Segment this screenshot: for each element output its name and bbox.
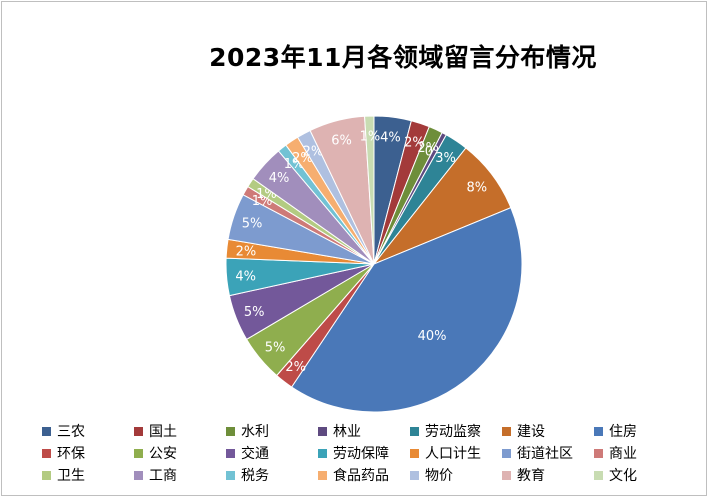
legend-item: 税务 xyxy=(226,466,318,484)
legend-swatch xyxy=(42,448,51,458)
data-label: 2% xyxy=(285,360,306,375)
legend-label: 教育 xyxy=(517,468,545,484)
data-label: 5% xyxy=(242,217,263,232)
legend-swatch xyxy=(318,470,327,480)
legend-item: 劳动保障 xyxy=(318,444,410,462)
legend-swatch xyxy=(502,426,511,436)
legend-label: 街道社区 xyxy=(517,446,573,462)
legend-swatch xyxy=(318,426,327,436)
legend-swatch xyxy=(134,448,143,458)
legend-swatch xyxy=(226,470,235,480)
legend-label: 国土 xyxy=(149,424,177,440)
data-label: 5% xyxy=(265,340,286,355)
legend-label: 劳动监察 xyxy=(425,424,481,440)
pie-slice xyxy=(364,115,375,265)
legend-label: 劳动保障 xyxy=(333,446,389,462)
legend-label: 交通 xyxy=(241,446,269,462)
legend-label: 食品药品 xyxy=(333,468,389,484)
legend: 三农 国土 水利 林业 劳动监察 建设 住房环保 公安 交通 劳动保障 人口计生 街道社区 商业卫生 工商… xyxy=(42,422,686,484)
legend-item: 商业 xyxy=(594,444,686,462)
legend-item: 公安 xyxy=(134,444,226,462)
legend-swatch xyxy=(502,470,511,480)
data-label: 4% xyxy=(235,269,256,284)
legend-label: 建设 xyxy=(517,424,545,440)
legend-item: 林业 xyxy=(318,422,410,440)
data-label: 2% xyxy=(303,145,324,160)
data-label: 4% xyxy=(269,171,290,186)
data-label: 5% xyxy=(244,305,265,320)
chart-title: 2023年11月各领域留言分布情况 xyxy=(209,43,597,72)
legend-swatch xyxy=(226,448,235,458)
data-label: 1% xyxy=(360,129,381,144)
legend-swatch xyxy=(594,470,603,480)
legend-item: 国土 xyxy=(134,422,226,440)
legend-swatch xyxy=(134,426,143,436)
legend-label: 三农 xyxy=(57,424,85,440)
legend-item: 卫生 xyxy=(42,466,134,484)
legend-item: 人口计生 xyxy=(410,444,502,462)
legend-swatch xyxy=(410,426,419,436)
legend-swatch xyxy=(318,448,327,458)
legend-label: 卫生 xyxy=(57,468,85,484)
legend-swatch xyxy=(594,448,603,458)
data-label: 6% xyxy=(331,133,352,148)
legend-item: 食品药品 xyxy=(318,466,410,484)
legend-item: 街道社区 xyxy=(502,444,594,462)
legend-label: 商业 xyxy=(609,446,637,462)
legend-item: 环保 xyxy=(42,444,134,462)
legend-label: 公安 xyxy=(149,446,177,462)
data-label: 3% xyxy=(435,151,456,166)
legend-item: 物价 xyxy=(410,466,502,484)
data-label: 40% xyxy=(418,329,447,344)
legend-label: 人口计生 xyxy=(425,446,481,462)
legend-label: 住房 xyxy=(609,424,637,440)
legend-label: 林业 xyxy=(333,424,361,440)
data-label: 4% xyxy=(380,130,401,145)
legend-label: 工商 xyxy=(149,468,177,484)
legend-swatch xyxy=(410,470,419,480)
legend-label: 税务 xyxy=(241,468,269,484)
legend-swatch xyxy=(42,470,51,480)
legend-item: 交通 xyxy=(226,444,318,462)
legend-item: 水利 xyxy=(226,422,318,440)
legend-swatch xyxy=(42,426,51,436)
legend-label: 环保 xyxy=(57,446,85,462)
legend-swatch xyxy=(226,426,235,436)
data-label: 2% xyxy=(292,151,313,166)
data-label: 8% xyxy=(466,181,487,196)
legend-swatch xyxy=(134,470,143,480)
legend-item: 住房 xyxy=(594,422,686,440)
legend-item: 教育 xyxy=(502,466,594,484)
legend-swatch xyxy=(502,448,511,458)
legend-swatch xyxy=(410,448,419,458)
legend-item: 三农 xyxy=(42,422,134,440)
legend-label: 文化 xyxy=(609,468,637,484)
legend-item: 工商 xyxy=(134,466,226,484)
legend-item: 建设 xyxy=(502,422,594,440)
data-label: 2% xyxy=(404,136,425,151)
legend-label: 水利 xyxy=(241,424,269,440)
legend-item: 文化 xyxy=(594,466,686,484)
legend-swatch xyxy=(594,426,603,436)
legend-item: 劳动监察 xyxy=(410,422,502,440)
legend-label: 物价 xyxy=(425,468,453,484)
data-label: 2% xyxy=(236,245,257,260)
pie-slice xyxy=(290,206,523,413)
